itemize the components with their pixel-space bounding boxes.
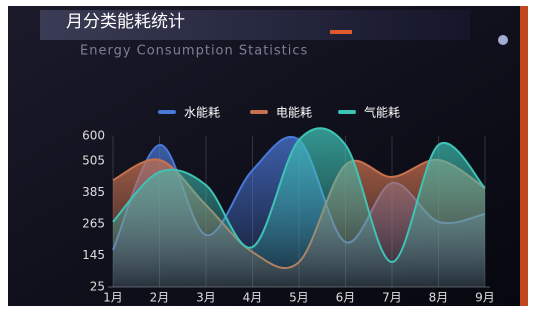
legend-label: 电能耗: [276, 106, 312, 120]
y-tick-label: 505: [82, 153, 105, 167]
decor: [330, 30, 352, 34]
x-tick-label: 9月: [475, 291, 495, 305]
legend-swatch: [250, 110, 268, 114]
legend-swatch: [338, 110, 356, 114]
x-tick-label: 8月: [429, 291, 449, 305]
x-tick-label: 7月: [382, 291, 402, 305]
chart-subtitle: Energy Consumption Statistics: [80, 44, 308, 59]
y-tick-label: 265: [82, 216, 105, 230]
y-tick-label: 385: [82, 185, 105, 199]
y-tick-label: 600: [82, 129, 105, 143]
x-tick-label: 5月: [289, 291, 309, 305]
chart: 月分类能耗统计 Energy Consumption Statistics 25…: [0, 0, 535, 311]
x-tick-label: 4月: [243, 291, 263, 305]
x-tick-label: 6月: [336, 291, 356, 305]
x-tick-label: 3月: [196, 291, 216, 305]
edge: [520, 6, 528, 306]
glow: [498, 35, 508, 45]
x-tick-label: 1月: [103, 291, 123, 305]
legend-label: 气能耗: [364, 105, 400, 120]
chart-title: 月分类能耗统计: [66, 12, 185, 32]
x-tick-label: 2月: [150, 291, 170, 305]
y-tick-label: 145: [82, 248, 105, 262]
legend-swatch: [158, 110, 176, 114]
legend-label: 水能耗: [184, 106, 220, 120]
